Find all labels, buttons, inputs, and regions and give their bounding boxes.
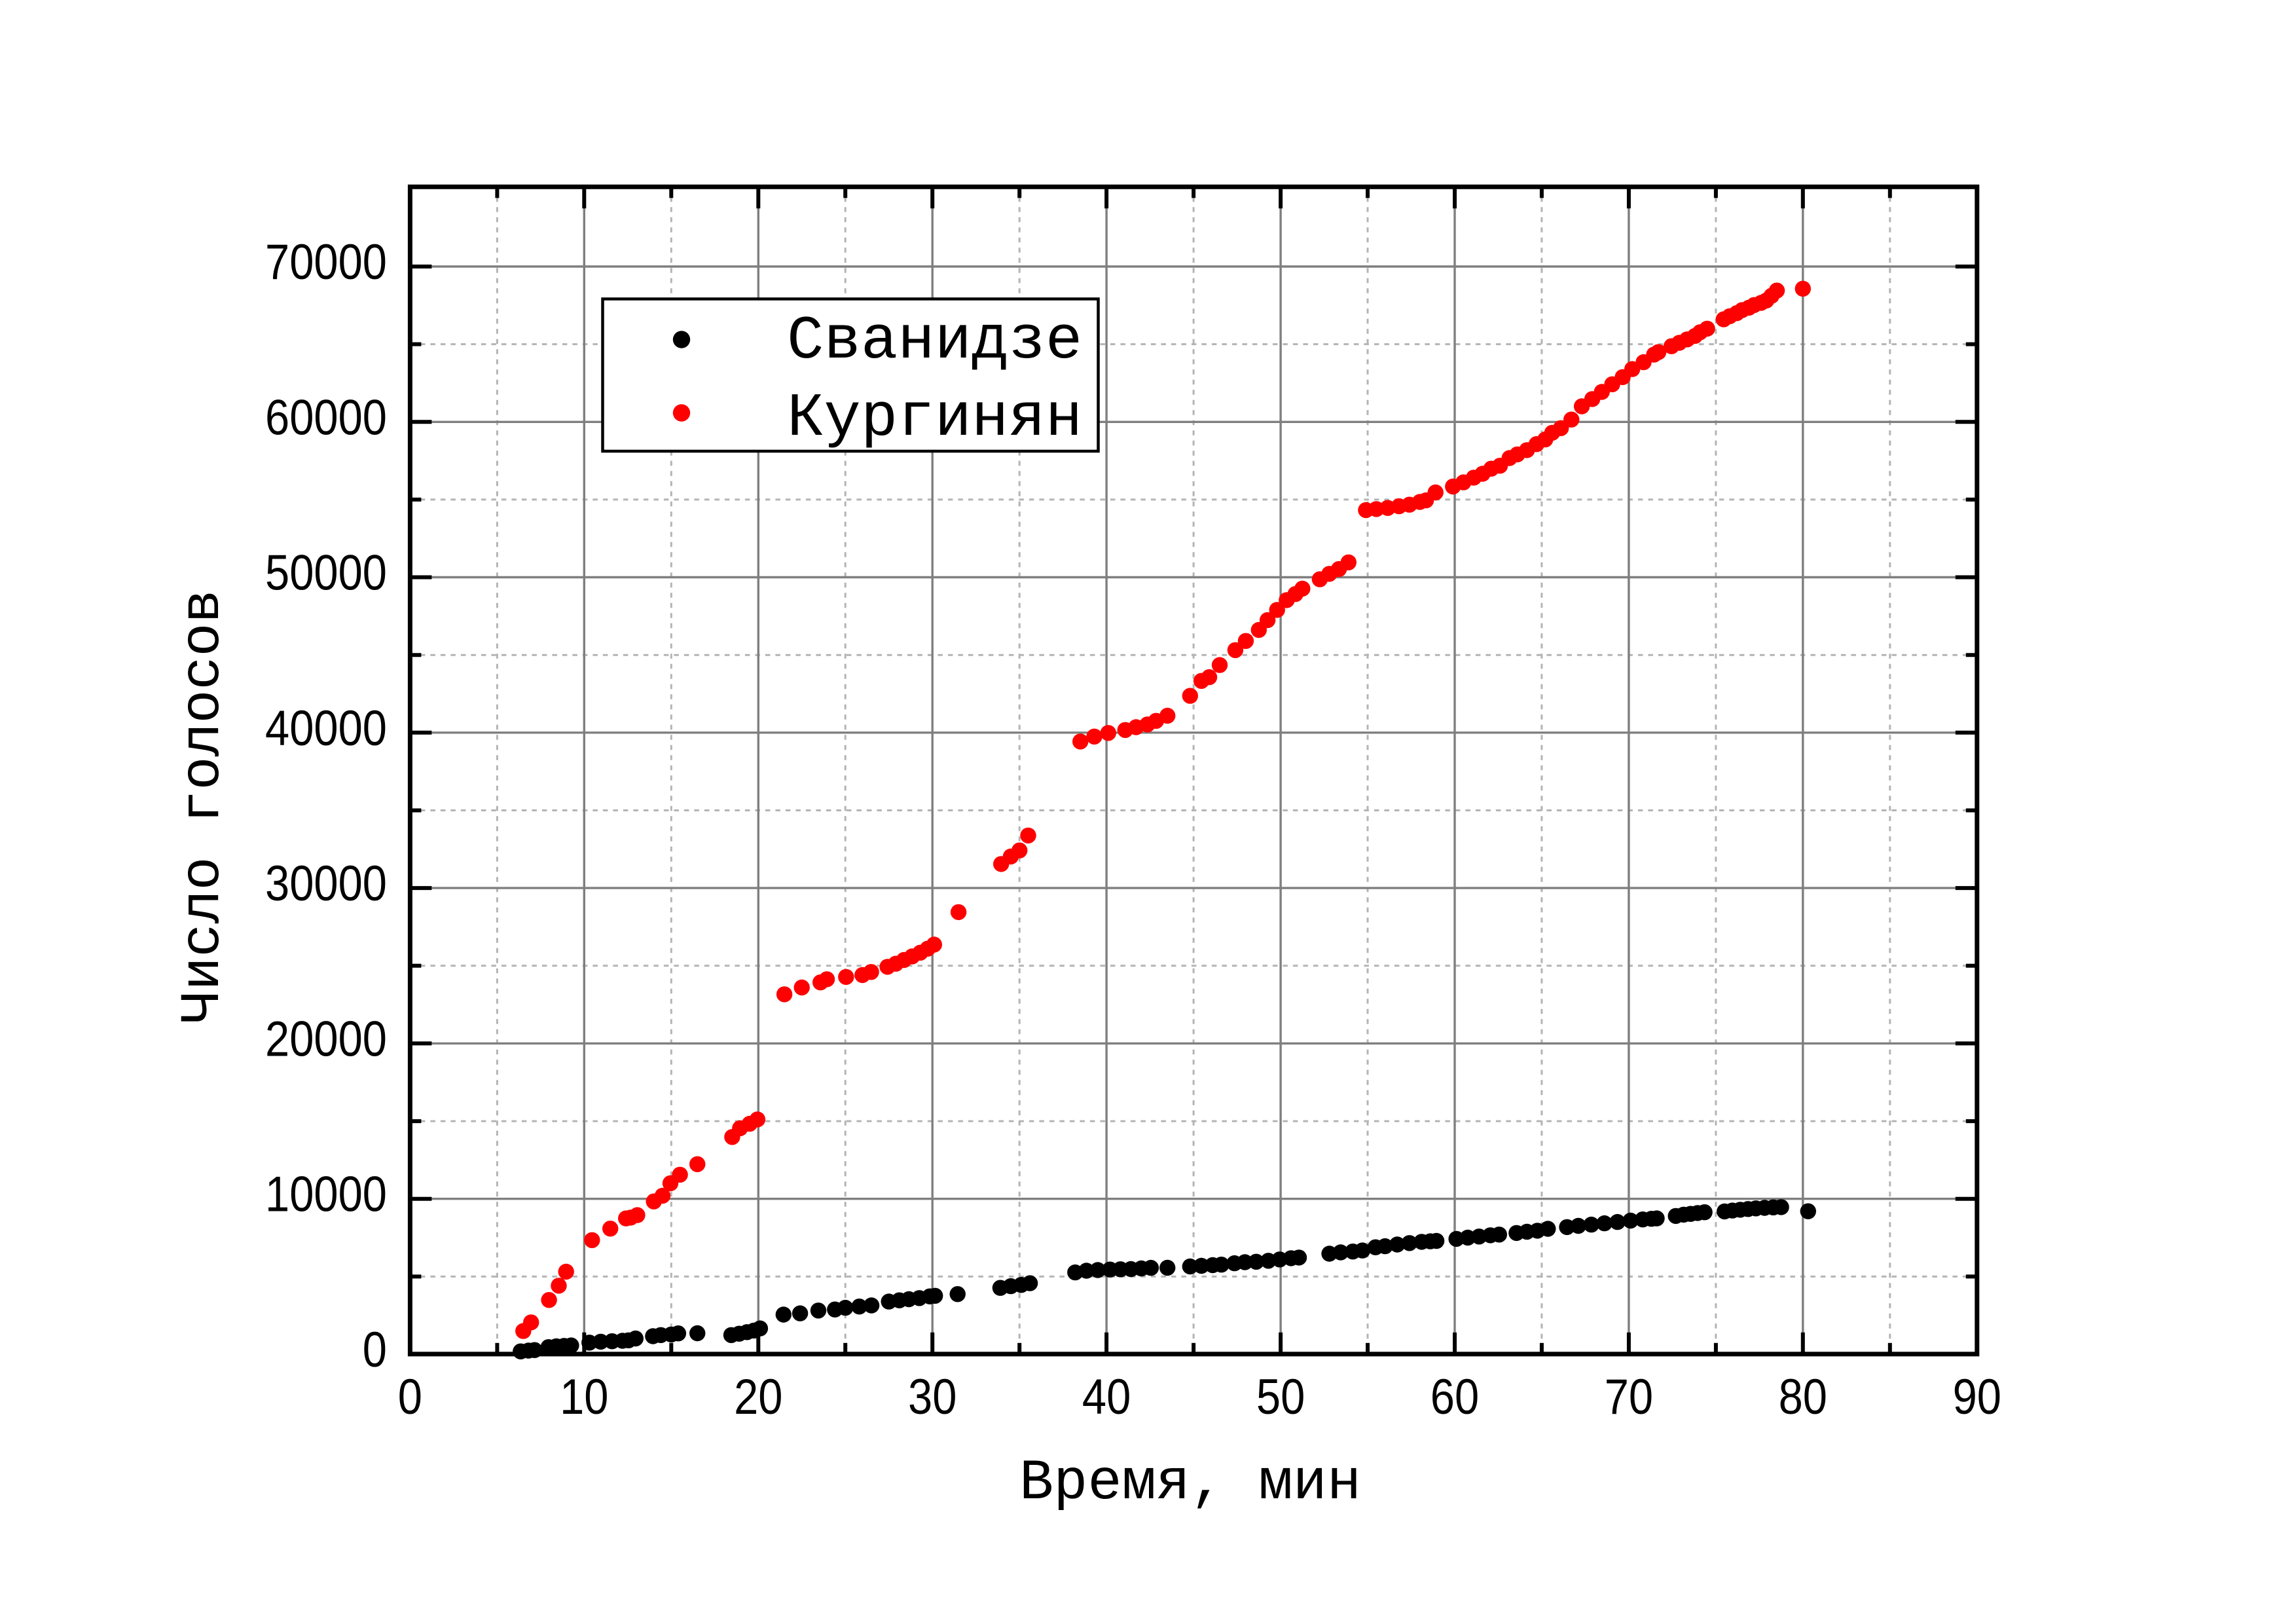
svg-text:80: 80 bbox=[1779, 1369, 1827, 1425]
svg-text:Сванидзе: Сванидзе bbox=[787, 307, 1082, 377]
svg-text:20: 20 bbox=[734, 1369, 782, 1425]
svg-text:60: 60 bbox=[1430, 1369, 1479, 1425]
svg-text:10000: 10000 bbox=[265, 1167, 387, 1223]
svg-text:0: 0 bbox=[398, 1369, 422, 1425]
svg-text:50000: 50000 bbox=[265, 545, 387, 601]
svg-text:Кургинян: Кургинян bbox=[787, 384, 1082, 454]
svg-text:70: 70 bbox=[1605, 1369, 1653, 1425]
svg-text:0: 0 bbox=[363, 1322, 387, 1378]
svg-text:30000: 30000 bbox=[265, 856, 387, 912]
svg-text:70000: 70000 bbox=[265, 234, 387, 290]
svg-text:10: 10 bbox=[560, 1369, 608, 1425]
svg-text:30: 30 bbox=[908, 1369, 957, 1425]
svg-text:Время, мин: Время, мин bbox=[1019, 1452, 1361, 1516]
svg-text:20000: 20000 bbox=[265, 1011, 387, 1067]
svg-text:Число голосов: Число голосов bbox=[172, 589, 235, 1024]
svg-text:60000: 60000 bbox=[265, 390, 387, 445]
svg-text:40: 40 bbox=[1082, 1369, 1131, 1425]
svg-text:50: 50 bbox=[1256, 1369, 1305, 1425]
svg-text:90: 90 bbox=[1953, 1369, 2001, 1425]
svg-text:40000: 40000 bbox=[265, 701, 387, 756]
